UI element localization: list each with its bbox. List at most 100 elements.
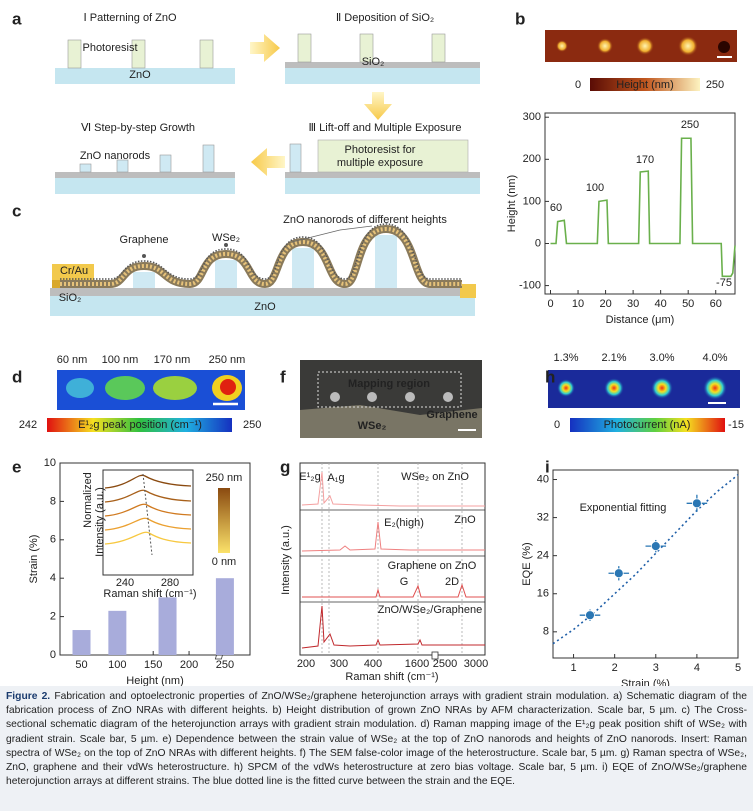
- x-tick-label: 3: [653, 662, 659, 674]
- peak-annotation: -75: [716, 277, 732, 289]
- plot-frame: [552, 469, 739, 659]
- x-tick-label: 1600: [405, 658, 429, 670]
- y-tick-label: 8: [50, 495, 56, 507]
- colorbar: [218, 488, 230, 553]
- afm-hole: [718, 41, 730, 53]
- colorbar-label: Height (nm): [616, 79, 673, 91]
- nanorod: [215, 260, 237, 288]
- substrate: [285, 68, 480, 84]
- spectrum-label: Graphene on ZnO: [388, 560, 477, 572]
- pointer-dot: [224, 243, 228, 247]
- spectrum-label: G: [400, 576, 409, 588]
- sem-label: WSe₂: [358, 420, 387, 432]
- raman-map-d: [47, 370, 245, 432]
- map-spot: [105, 376, 145, 400]
- inset-y-label: Normalized: [82, 472, 94, 528]
- y-tick-label: 40: [537, 473, 549, 485]
- x-tick-label: 60: [710, 298, 722, 310]
- substrate: [55, 178, 235, 194]
- figure: a b c d e f g h i Ⅰ Patterning of ZnO Ⅱ Deposition…: [12, 9, 744, 686]
- y-tick-label: 10: [44, 457, 56, 469]
- x-tick-label: 50: [75, 659, 87, 671]
- spectrum-label: 2D: [445, 576, 459, 588]
- spectrum-label: WSe₂ on ZnO: [401, 471, 469, 483]
- bar: [108, 610, 127, 655]
- x-tick-label: 0: [547, 298, 553, 310]
- x-tick-label: 2500: [433, 658, 457, 670]
- schematic-a: [55, 33, 480, 194]
- plot-frame: [544, 112, 736, 295]
- colorbar: [570, 418, 725, 432]
- pointer-dot: [142, 254, 146, 258]
- spectrum-label: E¹₂g: [299, 471, 320, 483]
- nanorod: [159, 154, 172, 173]
- y-tick-label: 8: [543, 626, 549, 638]
- colorbar-label: 0: [554, 419, 560, 431]
- spectrum: [301, 521, 485, 552]
- colorbar-label: 0 nm: [212, 556, 236, 568]
- map-spot: [66, 378, 94, 398]
- point: [585, 610, 595, 621]
- inset-spectrum: [104, 503, 192, 517]
- spectrum: [301, 471, 485, 507]
- schematic-label: ZnO nanorods: [80, 150, 151, 162]
- x-tick-label: 200: [180, 659, 198, 671]
- x-tick-label: 250: [216, 659, 234, 671]
- x-tick-label: 3000: [464, 658, 488, 670]
- schematic-label: ZnO: [129, 69, 151, 81]
- sem-label: Graphene: [426, 409, 477, 421]
- y-tick-label: 2: [50, 611, 56, 623]
- step-title: Ⅵ Step-by-step Growth: [81, 122, 195, 134]
- x-tick-label: 150: [144, 659, 162, 671]
- point: [650, 541, 661, 552]
- nanorod: [202, 144, 215, 173]
- map-spot: [153, 376, 197, 400]
- y-axis-label: Height (nm): [506, 175, 518, 232]
- inset-tick-label: 240: [116, 577, 134, 589]
- spectrum: [301, 605, 485, 649]
- schematic-label: Photoresist: [82, 42, 137, 54]
- x-axis-label: Raman shift (cm⁻¹): [345, 671, 438, 683]
- x-tick-label: 300: [330, 658, 348, 670]
- wse2-layer: [60, 224, 462, 289]
- afm-image: [545, 30, 737, 91]
- inset-tick-label: 280: [161, 577, 179, 589]
- colorbar-label: 250: [243, 419, 261, 431]
- substrate: [50, 296, 475, 316]
- y-tick-label: 0: [535, 237, 541, 249]
- map-spot: [604, 378, 624, 398]
- peak-annotation: 60: [550, 202, 562, 214]
- spectrum-label: ZnO/WSe₂/Graphene: [378, 604, 483, 616]
- x-axis-label: Distance (μm): [606, 314, 675, 326]
- photoresist: [317, 139, 469, 173]
- profile-line: [550, 137, 736, 278]
- colorbar-label: -15: [728, 419, 744, 431]
- strain-label: 2.1%: [601, 352, 626, 364]
- colorbar-label: 250 nm: [206, 472, 243, 484]
- sio2-layer: [55, 172, 235, 178]
- colorbar-label: 0: [575, 79, 581, 91]
- afm-spot: [597, 38, 613, 54]
- schematic-label: SiO₂: [59, 292, 82, 304]
- colorbar-label: Photocurrent (nA): [604, 419, 691, 431]
- x-tick-label: 5: [735, 662, 741, 674]
- arrow: [251, 148, 285, 176]
- step-title: Ⅲ Lift-off and Multiple Exposure: [309, 122, 462, 134]
- sem-f: [300, 360, 482, 438]
- schematic-c: [50, 223, 476, 316]
- y-tick-label: 32: [537, 512, 549, 524]
- inset-spectrum: [104, 474, 192, 489]
- schematic-label: ZnO: [254, 301, 276, 313]
- photoresist: [199, 39, 214, 69]
- panel-label: c: [12, 201, 21, 220]
- nanorod: [79, 163, 92, 173]
- x-axis-label: Height (nm): [126, 675, 183, 686]
- spcm-h: [548, 370, 740, 432]
- electrode: [460, 284, 476, 298]
- caption-label: Figure 2.: [6, 691, 51, 702]
- height-label: 170 nm: [154, 354, 191, 366]
- sio2-layer: [285, 172, 480, 178]
- point: [691, 498, 702, 509]
- y-tick-label: 4: [50, 572, 56, 584]
